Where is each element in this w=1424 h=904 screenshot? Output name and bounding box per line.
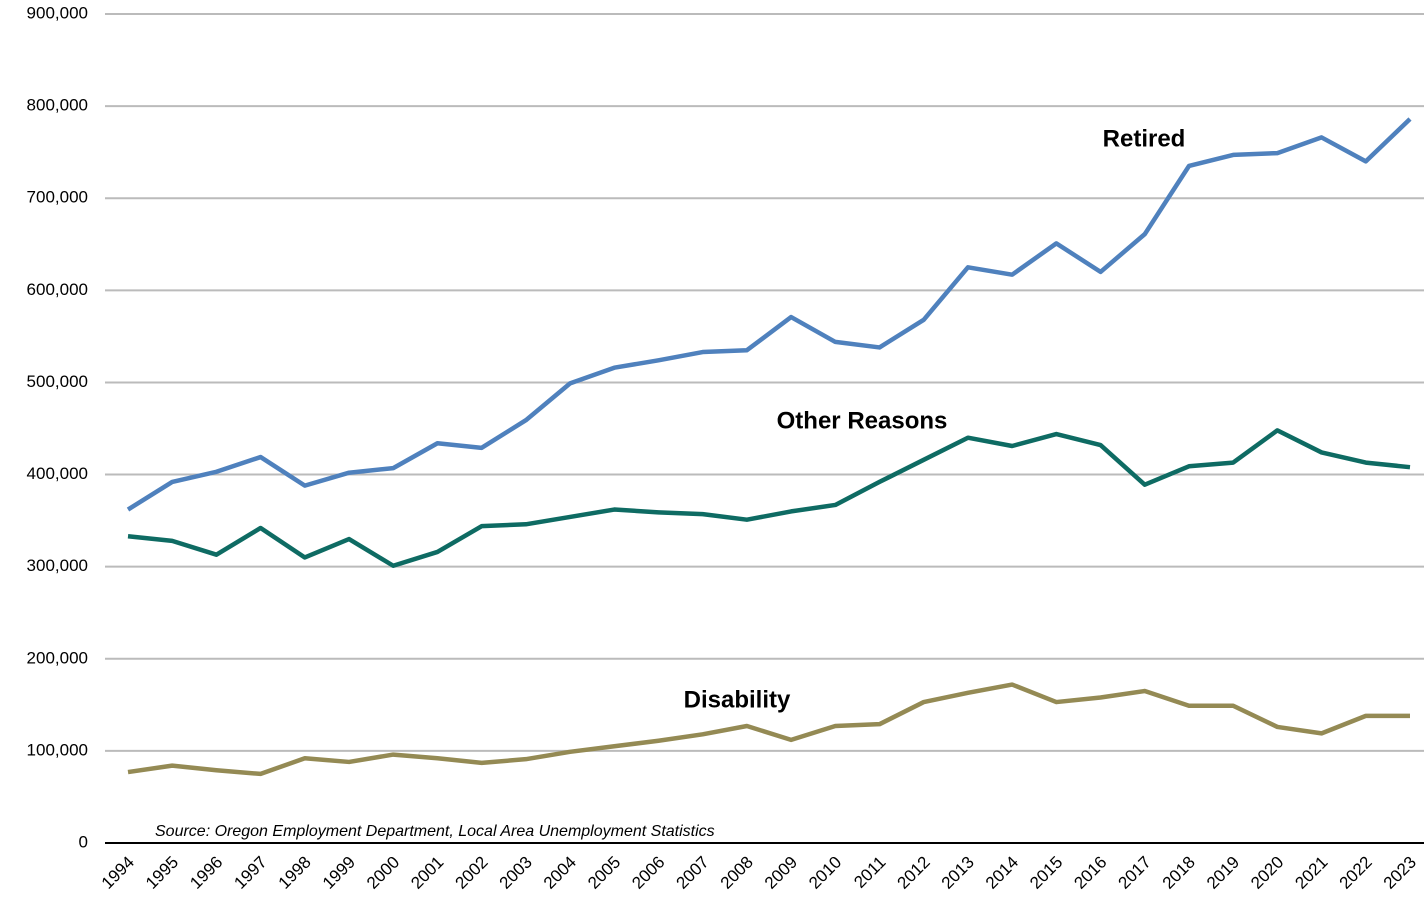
x-tick-label: 2005 xyxy=(584,853,624,893)
x-tick-label: 2004 xyxy=(540,853,580,893)
x-tick-label: 2013 xyxy=(938,853,978,893)
x-tick-label: 2014 xyxy=(982,853,1022,893)
x-tick-label: 2020 xyxy=(1247,853,1287,893)
y-tick-label: 500,000 xyxy=(27,372,88,391)
x-tick-label: 2018 xyxy=(1159,853,1199,893)
plot: 0 100,000 200,000 300,000 400,000 500,000 600,… xyxy=(27,3,1424,893)
series-line xyxy=(127,428,1411,568)
x-tick-label: 2023 xyxy=(1380,853,1420,893)
x-tick-label: 2002 xyxy=(451,853,491,893)
y-tick-label: 800,000 xyxy=(27,96,88,115)
x-tick-label: 2001 xyxy=(407,853,447,893)
series-line xyxy=(126,117,1412,512)
series-label: Disability xyxy=(684,686,791,713)
x-tick-label: 2008 xyxy=(717,853,757,893)
x-tick-label: 2015 xyxy=(1026,853,1066,893)
x-tick-label: 1995 xyxy=(142,853,182,893)
y-tick-label: 100,000 xyxy=(27,740,88,759)
x-tick-label: 2009 xyxy=(761,853,801,893)
x-tick-label: 2007 xyxy=(673,853,713,893)
x-tick-label: 2017 xyxy=(1115,853,1155,893)
x-tick-label: 2012 xyxy=(894,853,934,893)
x-tick-label: 2019 xyxy=(1203,853,1243,893)
series-label: Other Reasons xyxy=(777,407,948,434)
x-tick-label: 2021 xyxy=(1291,853,1331,893)
x-tick-label: 1999 xyxy=(319,853,359,893)
y-tick-label: 200,000 xyxy=(27,648,88,667)
x-tick-label: 1996 xyxy=(186,853,226,893)
y-tick-label: 300,000 xyxy=(27,556,88,575)
x-tick-label: 1997 xyxy=(230,853,270,893)
x-tick-label: 2010 xyxy=(805,853,845,893)
y-tick-label: 700,000 xyxy=(27,188,88,207)
x-tick-label: 2000 xyxy=(363,853,403,893)
x-tick-label: 2016 xyxy=(1070,853,1110,893)
x-tick-label: 2006 xyxy=(628,853,668,893)
y-tick-label: 900,000 xyxy=(27,3,88,22)
y-tick-label: 600,000 xyxy=(27,280,88,299)
x-tick-label: 2011 xyxy=(850,853,889,892)
x-tick-label: 2003 xyxy=(496,853,536,893)
series-line xyxy=(127,682,1410,777)
source-note: Source: Oregon Employment Department, Lo… xyxy=(155,823,715,840)
y-tick-label: 0 xyxy=(79,832,88,851)
series-label: Retired xyxy=(1103,125,1186,152)
y-tick-label: 400,000 xyxy=(27,464,88,483)
x-tick-label: 2022 xyxy=(1336,853,1376,893)
x-tick-label: 1994 xyxy=(98,853,138,893)
x-tick-label: 1998 xyxy=(275,853,315,893)
